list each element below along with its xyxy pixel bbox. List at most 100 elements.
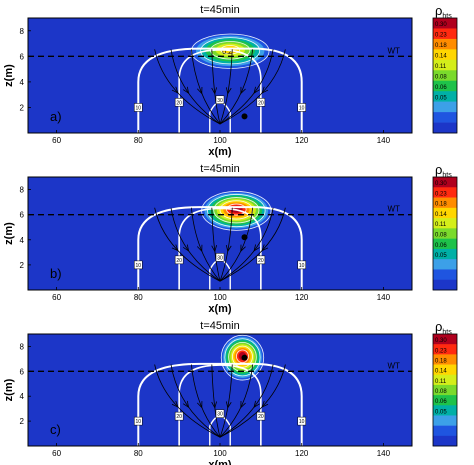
flow-line-8: [219, 207, 286, 282]
colorbar-frame: [432, 17, 458, 134]
well-marker: [241, 234, 248, 241]
flow-arrow-5: [225, 87, 232, 95]
colorbar-segment-8: [433, 405, 457, 416]
flow-line-7: [219, 49, 274, 125]
flow-line-3: [191, 364, 221, 438]
streamline-inner: [178, 207, 262, 290]
colorbar-segment-1: [433, 334, 457, 345]
colorbar-label-sub: hts: [442, 329, 452, 336]
flow-label-3: 30: [217, 98, 223, 104]
x-tick-label: 140: [377, 293, 391, 302]
colorbar-segment-10: [433, 269, 457, 281]
x-tick-label: 120: [295, 293, 309, 302]
y-tick-label: 2: [20, 103, 25, 112]
flow-label-box-5: [297, 260, 306, 270]
plume-contour-5: [213, 197, 260, 224]
flow-label-box-2: [174, 98, 184, 107]
flow-arrow-3: [196, 244, 203, 253]
colorbar-tick-label: 0.23: [435, 348, 447, 354]
flow-label-box-1: [134, 260, 143, 270]
colorbar-segment-6: [433, 384, 457, 396]
flow-arrow-2: [182, 86, 190, 95]
streamline-inner: [178, 49, 262, 133]
colorbar-tick-label: 0.06: [435, 85, 447, 91]
colorbar-segment-10: [433, 112, 457, 123]
flow-label-box-2: [174, 411, 184, 421]
colorbar-label-main: ρ: [435, 3, 442, 18]
y-tick-label: 6: [20, 52, 25, 61]
flow-line-8: [219, 364, 286, 438]
colorbar-frame: [432, 333, 458, 447]
flow-arrow-4: [211, 401, 218, 409]
panel-3: 10 20 30 20 10 WT c) 60 80 100 120 140 2 4 6 8 t=45min x(…: [3, 319, 458, 465]
colorbar-tick-label: 0.30: [435, 338, 447, 344]
well-marker: [241, 113, 248, 120]
streamline-outer: [137, 206, 303, 290]
flow-label-box-4: [256, 255, 266, 265]
colorbar-label-sub: hts: [442, 172, 452, 179]
flow-label-1: 10: [136, 263, 142, 269]
flow-line-5: [219, 364, 233, 438]
flow-arrow-2: [182, 400, 190, 409]
colorbar-segment-3: [433, 197, 457, 209]
plot-area: 0.2 10 20 30 20 10: [134, 33, 306, 133]
well-marker: [241, 354, 248, 361]
x-axis-label: x(m): [208, 303, 232, 315]
flow-label-box-4: [256, 411, 266, 421]
flow-label-box-3: [215, 253, 225, 262]
x-tick-label: 80: [134, 293, 143, 302]
colorbar-segment-1: [433, 18, 457, 29]
flow-line-4: [211, 207, 221, 282]
colorbar-tick-label: 0.08: [435, 389, 447, 395]
colorbar-tick-label: 0.08: [435, 75, 447, 81]
colorbar-tick-label: 0.30: [435, 181, 447, 187]
colorbar-segment-7: [433, 80, 457, 92]
colorbar-segment-10: [433, 425, 457, 437]
colorbar-label-sub: hts: [442, 13, 452, 20]
plume-contour-7: [232, 345, 253, 368]
flow-label-5: 10: [299, 263, 305, 269]
flow-line-1: [154, 364, 221, 438]
colorbar-segment-5: [433, 59, 457, 71]
colorbar-tick-label: 0.23: [435, 33, 447, 39]
flow-arrow-3: [197, 86, 203, 95]
flow-label-1: 10: [136, 419, 142, 425]
flow-label-5: 10: [299, 419, 305, 425]
flow-label-box-3: [215, 95, 225, 105]
colorbar-segment-6: [433, 70, 457, 82]
flow-arrow-3: [196, 401, 203, 409]
flow-line-1: [154, 49, 221, 125]
colorbar-tick-label: 0.11: [435, 222, 447, 228]
colorbar-segment-4: [433, 207, 457, 219]
flow-line-6: [219, 49, 254, 125]
x-tick-label: 140: [377, 136, 391, 145]
x-axis-label: x(m): [208, 459, 232, 465]
x-tick-label: 60: [52, 293, 61, 302]
colorbar-tick-label: 0.14: [435, 54, 447, 60]
flow-label-1: 10: [136, 105, 142, 111]
colorbar-segment-5: [433, 218, 457, 229]
flow-label-box-1: [134, 416, 143, 426]
x-axis-label: x(m): [208, 146, 232, 158]
flow-label-2: 20: [176, 414, 182, 420]
flow-label-4: 20: [258, 100, 264, 106]
colorbar-tick-label: 0.11: [435, 379, 447, 385]
flow-arrow-2: [182, 244, 190, 252]
colorbar-segment-9: [433, 101, 457, 113]
panel-1: 0.2 10 20 30 20 10 WT a) 60 80 100 120 140 2 4 6 8 t=45mi…: [3, 3, 458, 158]
flow-label-3: 30: [217, 255, 223, 261]
colorbar-tick-label: 0.11: [435, 64, 447, 70]
flow-arrow-1: [171, 244, 179, 252]
x-tick-label: 100: [213, 293, 227, 302]
flow-label-box-5: [297, 416, 306, 426]
panel-title: t=45min: [200, 4, 239, 16]
colorbar-segment-8: [433, 248, 457, 260]
flow-label-4: 20: [258, 414, 264, 420]
y-tick-label: 8: [20, 186, 25, 195]
panel-2: 10 20 30 20 10 WT b) 60 80 100 120 140 2 4 6 8 t=45min x(…: [3, 162, 458, 315]
colorbar-segment-5: [433, 374, 457, 386]
flow-arrow-5: [225, 244, 232, 253]
y-axis-label: z(m): [3, 64, 15, 87]
flow-arrow-8: [261, 244, 269, 252]
